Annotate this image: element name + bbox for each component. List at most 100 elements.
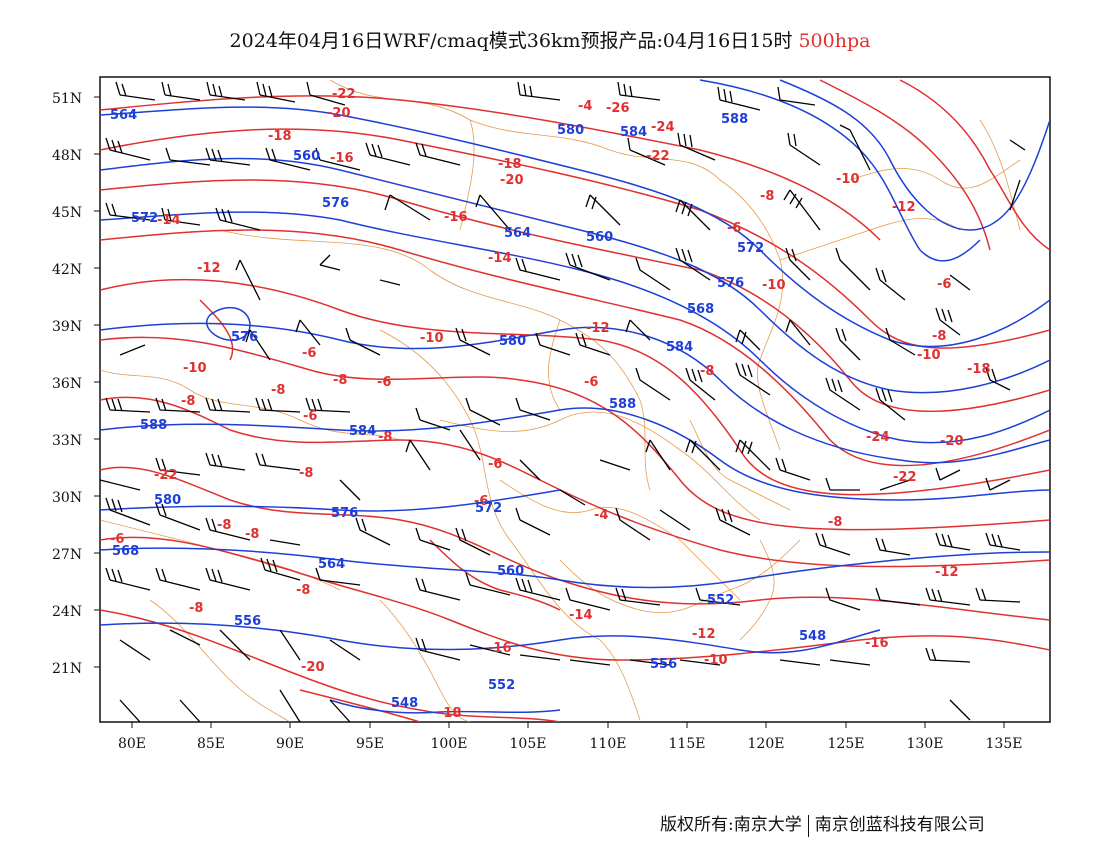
temperature-contour-label: -16 (865, 636, 889, 651)
height-contour-label: 548 (391, 696, 418, 711)
lat-axis: 51N 48N 45N 42N 39N 36N 33N 30N 27N 24N … (52, 91, 100, 677)
temperature-contour-label: -6 (377, 375, 391, 390)
title-level: 500hpa (798, 30, 871, 52)
lat-label-36n: 36N (52, 376, 82, 392)
chart-title: 2024年04月16日WRF/cmaq模式36km预报产品:04月16日15时 5… (0, 26, 1100, 53)
height-contour-label: 560 (586, 230, 613, 245)
lon-label-85e: 85E (197, 736, 225, 752)
height-contour-label: 564 (110, 108, 137, 123)
temperature-contour-label: -8 (245, 527, 259, 542)
temperature-contour-label: -22 (154, 468, 178, 483)
lon-label-115e: 115E (669, 736, 706, 752)
lon-label-105e: 105E (510, 736, 547, 752)
temperature-contour-label: -4 (594, 508, 608, 523)
lon-label-95e: 95E (356, 736, 384, 752)
lat-label-51n: 51N (52, 91, 82, 107)
temperature-contour-label: -12 (586, 321, 610, 336)
height-contour-label: 548 (799, 629, 826, 644)
temperature-contour-label: -8 (181, 394, 195, 409)
temperature-contour-label: -22 (893, 470, 917, 485)
temperature-contour-label: -8 (299, 466, 313, 481)
temperature-contour-label: -18 (498, 157, 522, 172)
lon-label-90e: 90E (276, 736, 304, 752)
temperature-contour-label: -8 (700, 364, 714, 379)
height-contour-label: 580 (154, 493, 181, 508)
temperature-contour-label: -6 (727, 221, 741, 236)
height-contour-label: 584 (349, 424, 376, 439)
height-contour-label: 560 (293, 149, 320, 164)
height-contour-label: 568 (112, 544, 139, 559)
lat-label-21n: 21N (52, 661, 82, 677)
contour-labels: -22-20-18-16-14-12-10-8 -6-4 -26-24-22-20-… (110, 87, 991, 721)
lat-label-33n: 33N (52, 433, 82, 449)
height-contour-label: 568 (687, 302, 714, 317)
lon-axis: 80E 85E 90E 95E 100E 105E 110E 115E 120E… (118, 722, 1022, 752)
height-contour-label: 576 (322, 196, 349, 211)
temperature-contour-label: -8 (296, 583, 310, 598)
height-contour-label: 556 (650, 657, 677, 672)
height-contour-label: 572 (475, 501, 502, 516)
temperature-contours (100, 79, 1050, 722)
temperature-contour-label: -18 (967, 362, 991, 377)
lat-label-48n: 48N (52, 148, 82, 164)
height-contours (100, 79, 1050, 714)
temperature-contour-label: -8 (760, 189, 774, 204)
height-contour-label: 584 (666, 340, 693, 355)
height-contour-label: 584 (620, 125, 647, 140)
temperature-contour-label: -14 (569, 608, 593, 623)
temperature-contour-label: -22 (646, 149, 670, 164)
lon-label-130e: 130E (907, 736, 944, 752)
temperature-contour-label: -8 (217, 518, 231, 533)
temperature-contour-label: -16 (444, 210, 468, 225)
lon-label-125e: 125E (828, 736, 865, 752)
temperature-contour-label: -24 (866, 430, 890, 445)
height-contour-label: 588 (609, 397, 636, 412)
temperature-contour-label: -10 (183, 361, 207, 376)
temperature-contour-label: -10 (762, 278, 786, 293)
title-main: 2024年04月16日WRF/cmaq模式36km预报产品:04月16日15时 (229, 30, 793, 52)
lat-label-45n: 45N (52, 205, 82, 221)
temperature-contour-label: -6 (110, 532, 124, 547)
temperature-contour-label: -20 (940, 434, 964, 449)
wind-barbs (100, 81, 1026, 722)
temperature-contour-label: -6 (584, 375, 598, 390)
lon-label-100e: 100E (431, 736, 468, 752)
temperature-contour-label: -16 (488, 641, 512, 656)
height-contour-label: 580 (557, 123, 584, 138)
temperature-contour-label: -14 (488, 251, 512, 266)
copyright-owner-2: 南京创蓝科技有限公司 (814, 815, 985, 835)
temperature-contour-label: -6 (303, 409, 317, 424)
copyright-owner-1: 版权所有:南京大学 (660, 815, 802, 835)
temperature-contour-label: -26 (606, 101, 630, 116)
temperature-contour-label: -10 (836, 172, 860, 187)
copyright: 版权所有:南京大学 南京创蓝科技有限公司 (660, 810, 1060, 837)
height-contour-label: 576 (331, 506, 358, 521)
height-contour-label: 564 (504, 226, 531, 241)
temperature-contour-label: -10 (917, 348, 941, 363)
temperature-contour-label: -20 (327, 106, 351, 121)
temperature-contour-label: -8 (189, 601, 203, 616)
temperature-contour-label: -10 (704, 653, 728, 668)
height-contour-label: 572 (131, 211, 158, 226)
lat-label-30n: 30N (52, 490, 82, 506)
temperature-contour-label: -8 (333, 373, 347, 388)
height-contour-label: 576 (231, 330, 258, 345)
lat-label-24n: 24N (52, 604, 82, 620)
lon-label-80e: 80E (118, 736, 146, 752)
temperature-contour-label: -10 (420, 331, 444, 346)
temperature-contour-label: -24 (651, 120, 675, 135)
height-contour-label: 580 (499, 334, 526, 349)
temperature-contour-label: -8 (932, 329, 946, 344)
temperature-contour-label: -12 (892, 200, 916, 215)
temperature-contour-label: -6 (474, 494, 488, 509)
temperature-contour-label: -18 (268, 129, 292, 144)
temperature-contour-label: -20 (500, 173, 524, 188)
lon-label-110e: 110E (590, 736, 627, 752)
height-contour-label: 588 (721, 112, 748, 127)
temperature-contour-label: -8 (828, 515, 842, 530)
temperature-contour-label: -22 (332, 87, 356, 102)
height-contour-label: 588 (140, 418, 167, 433)
temperature-contour-label: -20 (301, 660, 325, 675)
temperature-contour-label: -4 (578, 99, 592, 114)
